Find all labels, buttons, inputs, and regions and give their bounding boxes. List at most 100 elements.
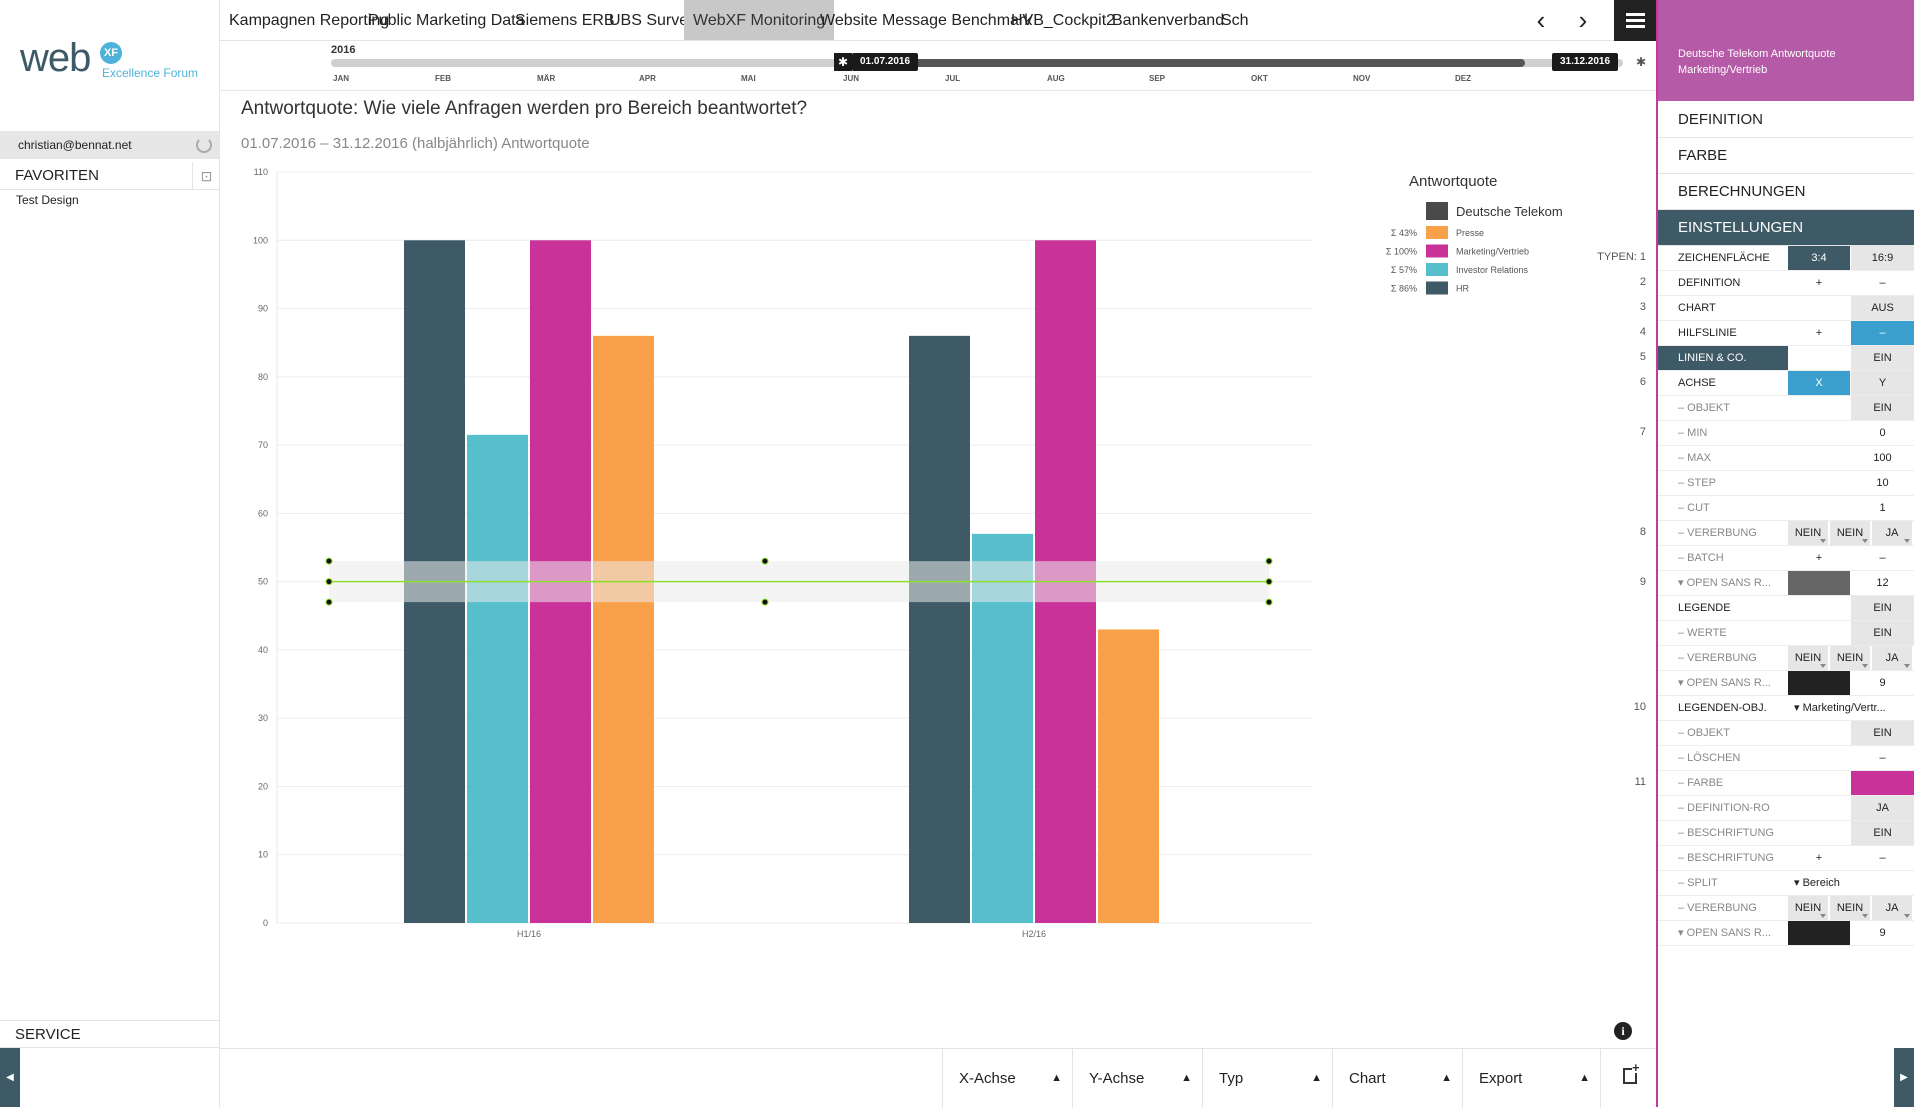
setting-label[interactable]: – MAX [1658,446,1788,470]
service-link[interactable]: SERVICE [0,1020,220,1048]
setting-option[interactable]: EIN [1851,621,1914,645]
collapse-left-sidebar-icon[interactable]: ◀ [0,1048,20,1107]
x-axis-button[interactable]: X-Achse ▲ [942,1049,1072,1108]
chart-button[interactable]: Chart ▲ [1332,1049,1462,1108]
end-gear-icon[interactable]: ✱ [1635,55,1647,69]
tab-website-message-benchmark[interactable]: Website Message Benchmark [820,12,1033,29]
setting-option[interactable] [1788,796,1850,820]
setting-option[interactable]: EIN [1851,396,1914,420]
tab-ubs-survey[interactable]: UBS Survey [609,12,697,29]
setting-label[interactable]: HILFSLINIE [1658,321,1788,345]
setting-option[interactable] [1788,721,1850,745]
setting-option[interactable]: JA [1851,796,1914,820]
setting-option[interactable] [1788,346,1850,370]
timeline-selected-range[interactable] [840,59,1525,67]
bar-investor-relations[interactable] [467,434,528,923]
setting-option[interactable] [1788,621,1850,645]
helper-line-handle[interactable] [325,598,333,606]
timeline-end-handle[interactable]: 31.12.2016 [1552,53,1619,71]
tab-kampagnen-reporting[interactable]: Kampagnen Reporting [229,12,390,29]
setting-label[interactable]: LEGENDE [1658,596,1788,620]
helper-line-handle[interactable] [1265,578,1273,586]
setting-option[interactable] [1788,671,1850,695]
type-button[interactable]: Typ ▲ [1202,1049,1332,1108]
legend-label[interactable]: Presse [1456,228,1484,238]
inheritance-option[interactable]: NEIN [1830,896,1871,920]
helper-line-handle[interactable] [325,557,333,565]
setting-label[interactable]: ▾ OPEN SANS R... [1658,921,1788,945]
setting-option[interactable] [1788,596,1850,620]
new-chart-icon[interactable]: + [1600,1049,1656,1108]
add-favorite-folder-icon[interactable]: ⊡ [192,162,220,190]
setting-option[interactable]: + [1788,846,1850,870]
setting-option[interactable]: 9 [1851,671,1914,695]
section-berechnungen[interactable]: BERECHNUNGEN [1658,174,1914,210]
setting-option[interactable]: AUS [1851,296,1914,320]
setting-option[interactable]: + [1788,546,1850,570]
setting-option[interactable]: – [1851,846,1914,870]
setting-label[interactable]: CHART [1658,296,1788,320]
export-button[interactable]: Export ▲ [1462,1049,1600,1108]
setting-label[interactable]: – CUT [1658,496,1788,520]
setting-label[interactable]: – MIN [1658,421,1788,445]
setting-option[interactable] [1788,771,1850,795]
setting-option[interactable] [1788,446,1850,470]
setting-option[interactable] [1788,571,1850,595]
bar-presse[interactable] [1098,629,1159,923]
setting-label[interactable]: – SPLIT [1658,871,1788,895]
tabs-prev-icon[interactable]: ‹ [1536,5,1546,35]
setting-label[interactable]: – OBJEKT [1658,721,1788,745]
setting-option[interactable] [1788,296,1850,320]
y-axis-button[interactable]: Y-Achse ▲ [1072,1049,1202,1108]
setting-label[interactable]: – STEP [1658,471,1788,495]
tab-hvb-cockpit2[interactable]: HVB_Cockpit2 [1011,12,1116,29]
setting-option[interactable] [1788,471,1850,495]
setting-option[interactable] [1788,496,1850,520]
inheritance-option[interactable]: JA [1872,896,1913,920]
favorite-item[interactable]: Test Design [16,193,79,207]
helper-line-handle[interactable] [1265,598,1273,606]
bar-presse[interactable] [593,335,654,923]
setting-option[interactable]: 9 [1851,921,1914,945]
legend-swatch[interactable] [1426,281,1448,295]
setting-label[interactable]: – FARBE [1658,771,1788,795]
inheritance-option[interactable]: NEIN [1830,521,1871,545]
timeline-start-handle[interactable]: 01.07.2016 [852,53,919,71]
setting-option[interactable]: 100 [1851,446,1914,470]
setting-label[interactable]: ACHSE [1658,371,1788,395]
setting-label[interactable]: – BATCH [1658,546,1788,570]
setting-option[interactable]: – [1851,546,1914,570]
setting-label[interactable]: LEGENDEN-OBJ. [1658,696,1788,720]
setting-option[interactable] [1788,821,1850,845]
setting-option[interactable]: 0 [1851,421,1914,445]
setting-option[interactable]: 16:9 [1851,246,1914,270]
setting-option[interactable]: + [1788,271,1850,295]
setting-option[interactable]: X [1788,371,1850,395]
setting-option[interactable] [1851,771,1914,795]
setting-dropdown[interactable]: ▾ Marketing/Vertr... [1794,702,1886,714]
inheritance-option[interactable]: NEIN [1830,646,1871,670]
setting-label[interactable]: ▾ OPEN SANS R... [1658,571,1788,595]
setting-label[interactable]: – BESCHRIFTUNG [1658,821,1788,845]
menu-icon[interactable] [1614,0,1656,41]
setting-label[interactable]: – WERTE [1658,621,1788,645]
inheritance-option[interactable]: JA [1872,521,1913,545]
setting-option[interactable]: EIN [1851,721,1914,745]
setting-option[interactable]: – [1851,321,1914,345]
tab-webxf-monitoring[interactable]: WebXF Monitoring [684,0,835,40]
setting-option[interactable]: EIN [1851,821,1914,845]
setting-option[interactable]: – [1851,746,1914,770]
inheritance-option[interactable]: NEIN [1788,896,1829,920]
setting-option[interactable] [1788,421,1850,445]
setting-option[interactable]: + [1788,321,1850,345]
legend-label[interactable]: Investor Relations [1456,265,1529,275]
setting-label[interactable]: – LÖSCHEN [1658,746,1788,770]
setting-label[interactable]: – BESCHRIFTUNG [1658,846,1788,870]
setting-label[interactable]: – VERERBUNG [1658,521,1788,545]
tab-bankenverband[interactable]: Bankenverband [1112,12,1225,29]
tab-siemens-erb[interactable]: Siemens ERB [515,12,615,29]
setting-label[interactable]: – VERERBUNG [1658,646,1788,670]
legend-swatch[interactable] [1426,226,1448,239]
bar-hr[interactable] [909,335,970,923]
inheritance-option[interactable]: NEIN [1788,521,1829,545]
